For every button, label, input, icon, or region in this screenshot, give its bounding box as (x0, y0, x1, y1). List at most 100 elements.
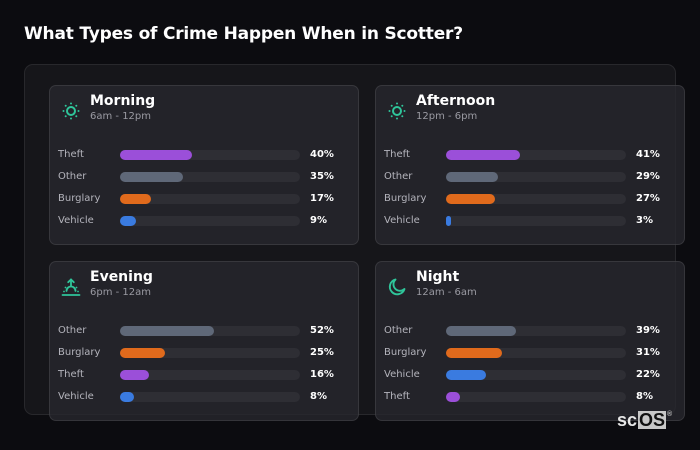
crime-type-label: Burglary (384, 347, 427, 358)
bar-row: Theft 8% (376, 390, 684, 412)
percentage-value: 8% (310, 391, 327, 402)
bar-fill (446, 326, 517, 336)
bar-track (120, 348, 300, 358)
crime-type-label: Vehicle (58, 391, 94, 402)
bar-fill (446, 348, 502, 358)
bar-track (446, 370, 626, 380)
bar-fill (446, 370, 486, 380)
bar-track (120, 194, 300, 204)
crime-type-label: Theft (58, 149, 84, 160)
bar-track (446, 216, 626, 226)
bar-fill (120, 348, 165, 358)
bar-fill (120, 150, 192, 160)
bar-track (120, 326, 300, 336)
bar-fill (446, 392, 461, 402)
bar-row: Vehicle 8% (50, 390, 358, 412)
percentage-value: 16% (310, 369, 334, 380)
percentage-value: 3% (636, 215, 653, 226)
card-title: Morning (90, 93, 156, 109)
bar-row: Burglary 31% (376, 346, 684, 368)
bar-track (446, 348, 626, 358)
bar-fill (446, 216, 452, 226)
bar-row: Vehicle 22% (376, 368, 684, 390)
bar-track (446, 194, 626, 204)
bar-row: Theft 41% (376, 148, 684, 170)
card-evening: Evening 6pm - 12am Other 52% Burglary 25% Th… (49, 261, 359, 421)
bar-fill (446, 172, 499, 182)
bar-row: Other 39% (376, 324, 684, 346)
bar-fill (120, 172, 183, 182)
card-time-range: 12pm - 6pm (416, 111, 478, 122)
crime-type-label: Theft (58, 369, 84, 380)
bar-list: Theft 40% Other 35% Burglary 17% Vehicle 9% (50, 148, 358, 236)
bar-row: Other 29% (376, 170, 684, 192)
bar-track (446, 172, 626, 182)
bar-track (120, 392, 300, 402)
bar-fill (120, 194, 151, 204)
bar-fill (120, 216, 137, 226)
bar-row: Theft 16% (50, 368, 358, 390)
bar-track (446, 326, 626, 336)
sun-icon (387, 101, 407, 121)
bar-row: Other 35% (50, 170, 358, 192)
card-title: Night (416, 269, 460, 285)
bar-track (446, 150, 626, 160)
percentage-value: 27% (636, 193, 660, 204)
bar-fill (120, 326, 214, 336)
bar-list: Other 39% Burglary 31% Vehicle 22% Theft 8% (376, 324, 684, 412)
bar-row: Burglary 27% (376, 192, 684, 214)
crime-type-label: Burglary (384, 193, 427, 204)
bar-row: Burglary 17% (50, 192, 358, 214)
percentage-value: 35% (310, 171, 334, 182)
percentage-value: 40% (310, 149, 334, 160)
bar-list: Other 52% Burglary 25% Theft 16% Vehicle 8% (50, 324, 358, 412)
bar-track (120, 150, 300, 160)
bar-row: Theft 40% (50, 148, 358, 170)
crime-type-label: Burglary (58, 193, 101, 204)
percentage-value: 52% (310, 325, 334, 336)
crime-type-label: Vehicle (384, 215, 420, 226)
bar-fill (120, 392, 135, 402)
bar-track (446, 392, 626, 402)
bar-row: Vehicle 3% (376, 214, 684, 236)
sunset-icon (61, 277, 81, 297)
brand-highlight: OS (638, 410, 667, 430)
registered-mark: ® (667, 411, 673, 418)
crime-type-label: Other (384, 171, 413, 182)
percentage-value: 17% (310, 193, 334, 204)
bar-fill (446, 150, 520, 160)
card-title: Afternoon (416, 93, 496, 109)
percentage-value: 9% (310, 215, 327, 226)
brand-prefix: sc (617, 410, 638, 430)
percentage-value: 8% (636, 391, 653, 402)
percentage-value: 25% (310, 347, 334, 358)
bar-fill (120, 370, 149, 380)
bar-track (120, 172, 300, 182)
percentage-value: 41% (636, 149, 660, 160)
bar-track (120, 216, 300, 226)
card-afternoon: Afternoon 12pm - 6pm Theft 41% Other 29% Bur… (375, 85, 685, 245)
crime-type-label: Burglary (58, 347, 101, 358)
bar-list: Theft 41% Other 29% Burglary 27% Vehicle 3% (376, 148, 684, 236)
percentage-value: 22% (636, 369, 660, 380)
card-time-range: 6pm - 12am (90, 287, 152, 298)
percentage-value: 31% (636, 347, 660, 358)
card-time-range: 12am - 6am (416, 287, 477, 298)
crime-type-label: Other (58, 325, 87, 336)
card-night: Night 12am - 6am Other 39% Burglary 31% Vehi… (375, 261, 685, 421)
crime-type-label: Vehicle (58, 215, 94, 226)
page-title: What Types of Crime Happen When in Scott… (24, 24, 463, 44)
bar-row: Burglary 25% (50, 346, 358, 368)
sun-icon (61, 101, 81, 121)
crime-type-label: Vehicle (384, 369, 420, 380)
card-morning: Morning 6am - 12pm Theft 40% Other 35% Burgl… (49, 85, 359, 245)
bar-fill (446, 194, 495, 204)
card-title: Evening (90, 269, 153, 285)
crime-type-label: Theft (384, 149, 410, 160)
bar-row: Vehicle 9% (50, 214, 358, 236)
crime-type-label: Other (58, 171, 87, 182)
card-time-range: 6am - 12pm (90, 111, 152, 122)
crime-type-label: Theft (384, 391, 410, 402)
crime-type-label: Other (384, 325, 413, 336)
percentage-value: 39% (636, 325, 660, 336)
